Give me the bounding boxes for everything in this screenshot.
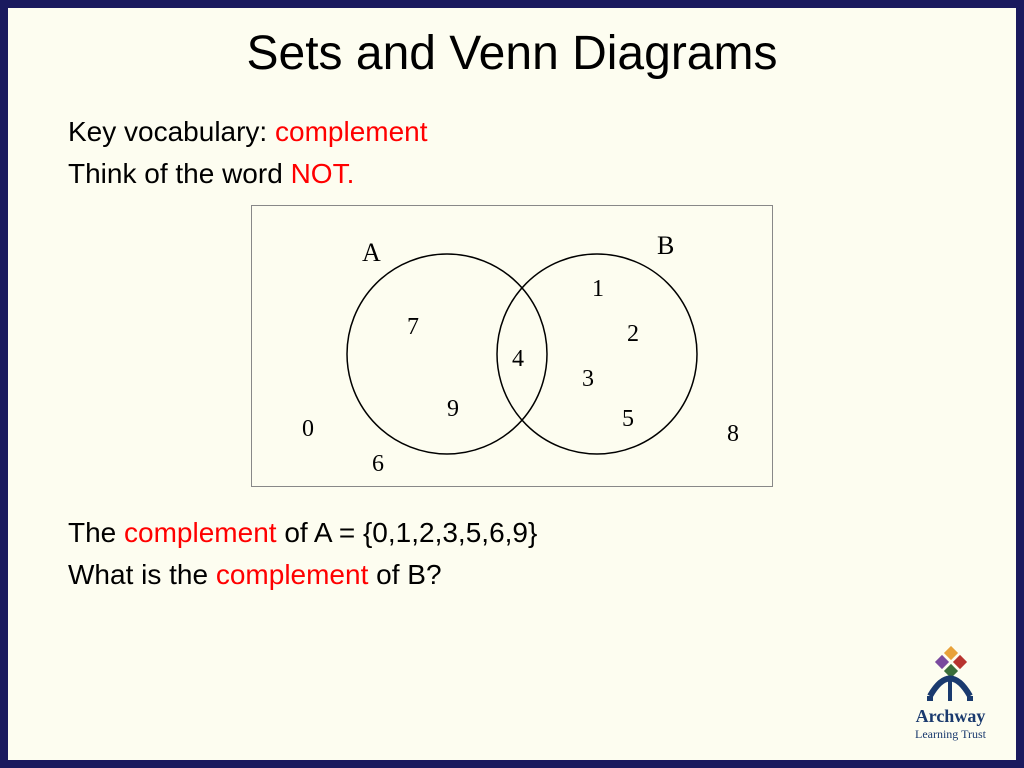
question-line: What is the complement of B? [68,554,956,596]
line3-part2: of A = {0,1,2,3,5,6,9} [277,517,538,548]
venn-diagram-container: A B 7 9 4 12 3 5 0 6 8 [8,205,1016,492]
venn-number: 8 [727,421,739,447]
line4-keyword: complement [216,559,369,590]
venn-svg: A B 7 9 4 12 3 5 0 6 8 [252,206,772,486]
vocab-line-1: Key vocabulary: complement [68,111,956,153]
logo: Archway Learning Trust [915,646,986,742]
logo-name: Archway [915,706,986,727]
venn-number: 5 [622,406,634,432]
line1-keyword: complement [275,116,428,147]
venn-number: 9 [447,396,459,422]
venn-number: 6 [372,451,384,477]
page-title: Sets and Venn Diagrams [8,26,1016,81]
line4-part1: What is the [68,559,216,590]
venn-number: 2 [627,321,639,347]
venn-number: 0 [302,416,314,442]
venn-box: A B 7 9 4 12 3 5 0 6 8 [251,205,773,487]
venn-number: 7 [407,314,419,340]
venn-number: 4 [512,346,524,372]
answer-line-1: The complement of A = {0,1,2,3,5,6,9} [68,512,956,554]
label-b: B [657,231,674,260]
label-a: A [362,238,381,267]
line2-keyword: NOT. [291,158,355,189]
line4-part2: of B? [368,559,441,590]
venn-number: 3 [582,366,594,392]
vocab-line-2: Think of the word NOT. [68,153,956,195]
line1-prefix: Key vocabulary: [68,116,275,147]
logo-sub: Learning Trust [915,727,986,742]
line2-prefix: Think of the word [68,158,291,189]
logo-icon [915,646,985,701]
line3-keyword: complement [124,517,277,548]
line3-part1: The [68,517,124,548]
venn-number: 1 [592,276,604,302]
